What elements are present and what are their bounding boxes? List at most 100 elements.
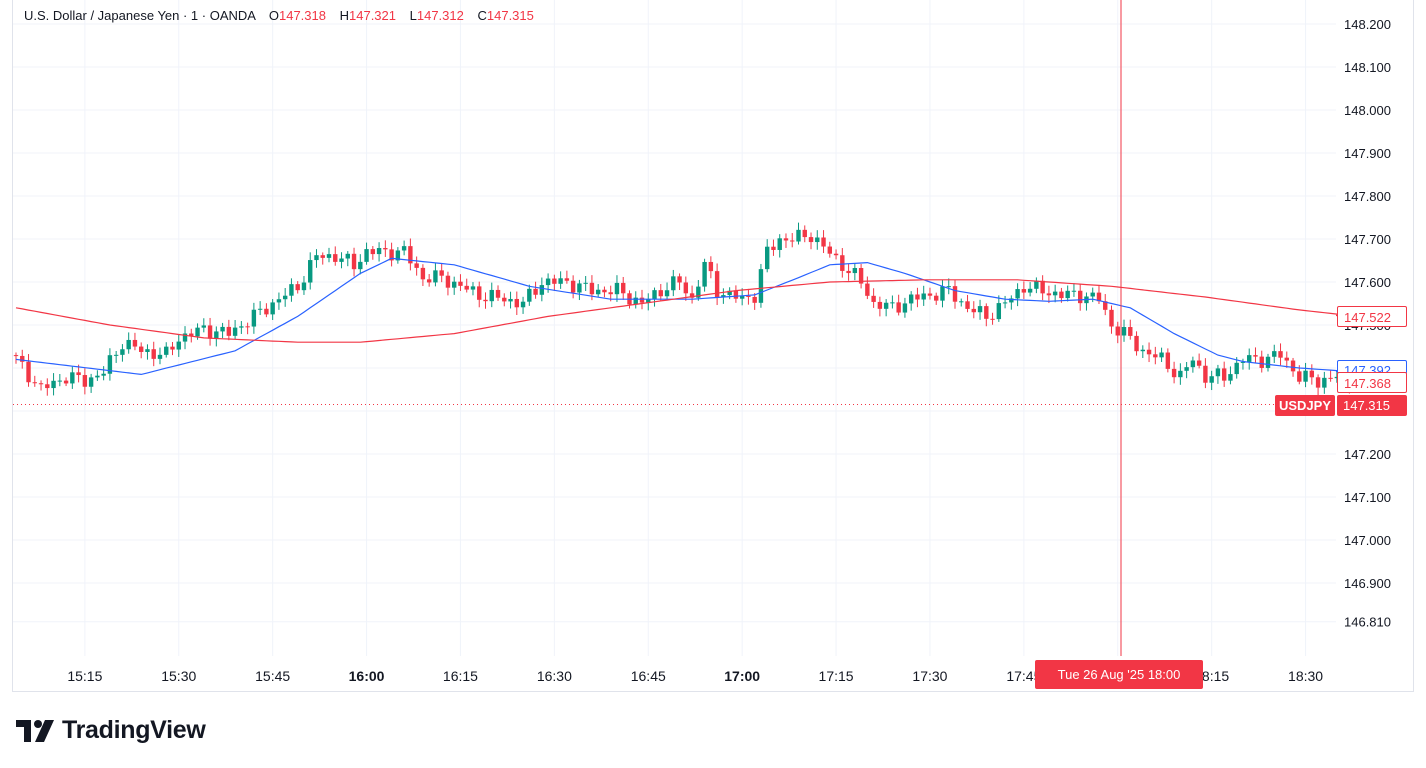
candle-body [1265, 356, 1271, 368]
candle-body [201, 325, 206, 328]
candle-body [790, 240, 795, 242]
x-tick-label: 16:45 [631, 668, 666, 684]
candle-body [915, 294, 920, 300]
candle-body [902, 303, 908, 313]
candle-body [38, 383, 44, 385]
x-tick-label: 16:30 [537, 668, 572, 684]
candle-body [1259, 356, 1264, 368]
candle-body [1209, 376, 1214, 383]
candle-body [257, 308, 263, 310]
candle-body [633, 297, 638, 305]
candle-body [815, 237, 820, 243]
candle-body [282, 295, 288, 300]
candle-body [852, 268, 858, 274]
low-label: L [409, 8, 417, 23]
candle-body [1034, 280, 1039, 289]
candle-body [1140, 349, 1145, 352]
candle-body [452, 281, 457, 288]
candle-body [477, 286, 482, 300]
candle-body [865, 283, 870, 296]
candle-body [1115, 326, 1120, 336]
candle-body [1196, 360, 1202, 366]
candle-body [383, 248, 388, 250]
candle-body [821, 237, 826, 247]
chart-frame[interactable] [12, 0, 1414, 692]
candle-body [1090, 292, 1095, 297]
candle-body [1290, 360, 1296, 372]
candle-body [151, 349, 156, 359]
candle-body [1315, 377, 1321, 388]
candle-body [708, 261, 714, 272]
x-tick-label: 15:45 [255, 668, 290, 684]
y-tick-label: 147.600 [1344, 275, 1391, 290]
candle-body [827, 246, 832, 254]
candle-body [783, 238, 789, 241]
candle-body [1309, 370, 1315, 378]
candle-body [1015, 289, 1020, 299]
close-label: C [477, 8, 487, 23]
candle-body [13, 355, 19, 357]
candle-body [840, 255, 845, 271]
candle-body [220, 326, 225, 332]
last-candle-price-tag: 147.368 [1337, 372, 1407, 393]
candle-body [1184, 367, 1189, 371]
candle-body [276, 299, 282, 303]
x-tick-label: 15:15 [67, 668, 102, 684]
candle-body [239, 326, 244, 328]
candle-body [858, 268, 864, 284]
candle-body [308, 260, 313, 283]
candle-body [1228, 374, 1233, 381]
candle-body [232, 327, 238, 336]
candle-body [1328, 377, 1333, 379]
candle-body [846, 270, 851, 274]
tradingview-logo[interactable]: TradingView [16, 716, 206, 745]
candle-body [20, 355, 25, 362]
candle-body [126, 339, 131, 350]
candle-body [1322, 377, 1327, 388]
candle-body [589, 282, 595, 295]
candle-body [139, 346, 144, 352]
symbol-tag: USDJPY [1275, 395, 1335, 416]
candle-body [495, 289, 501, 298]
candle-body [539, 285, 545, 295]
x-tick-label: 17:15 [819, 668, 854, 684]
candle-body [808, 237, 814, 243]
candle-body [558, 278, 563, 284]
candle-body [1253, 355, 1258, 357]
candle-body [595, 289, 601, 295]
candle-body [326, 254, 332, 258]
candle-body [1121, 327, 1127, 336]
candle-body [833, 253, 839, 256]
candle-body [439, 270, 444, 276]
candle-body [765, 246, 770, 270]
high-value: 147.321 [349, 8, 396, 23]
candle-body [727, 290, 732, 296]
candle-body [401, 246, 407, 251]
candle-body [1103, 301, 1108, 310]
candle-body [358, 261, 363, 270]
candle-body [971, 308, 976, 313]
candle-body [1247, 355, 1252, 362]
candle-body [395, 250, 401, 261]
candle-body [796, 229, 801, 242]
candle-body [1221, 368, 1227, 381]
candle-body [1240, 361, 1246, 363]
close-value: 147.315 [486, 8, 534, 23]
candle-body [76, 372, 81, 376]
y-tick-label: 147.700 [1344, 232, 1391, 247]
candle-body [664, 290, 670, 297]
candle-body [702, 261, 707, 287]
candle-body [57, 380, 63, 382]
candle-body [996, 303, 1002, 320]
candle-body [1303, 370, 1308, 382]
candle-body [1052, 291, 1058, 296]
candle-body [176, 341, 181, 350]
candle-body [908, 294, 914, 304]
candle-body [1059, 291, 1064, 299]
candle-body [508, 298, 513, 302]
symbol-title[interactable]: U.S. Dollar / Japanese Yen · 1 · OANDA [24, 8, 256, 23]
candle-body [739, 295, 745, 299]
y-tick-label: 147.800 [1344, 189, 1391, 204]
x-tick-label: 16:15 [443, 668, 478, 684]
